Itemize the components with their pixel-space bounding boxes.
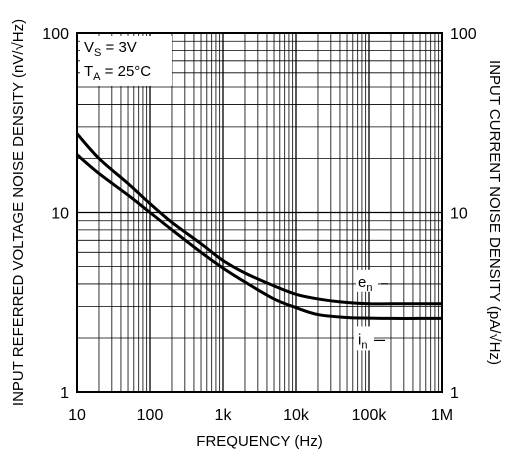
grid-lines [77,33,442,392]
series-line-in [76,153,442,320]
y-tick-label-right: 1 [450,385,459,402]
y-tick-label-left: 100 [42,26,69,43]
tick-labels: 10 100 1k 10k 100k 1M 1 10 100 1 10 100 [42,26,477,424]
x-tick-label: 10 [68,407,86,424]
conditions-box [80,36,172,86]
series-label-in: in [358,331,367,351]
y-axis-title-right: INPUT CURRENT NOISE DENSITY (pA/√Hz) [486,60,503,365]
x-tick-label: 1M [431,407,453,424]
y-tick-label-right: 10 [450,206,468,223]
condition-ambient-temperature: TA = 25°C [84,63,151,83]
x-tick-label: 100k [352,407,388,424]
series-label-en: en [358,274,372,294]
y-axis-title-left: INPUT REFERRED VOLTAGE NOISE DENSITY (nV… [10,19,27,406]
series-line-en [75,132,442,306]
x-tick-label: 100 [137,407,164,424]
y-tick-label-right: 100 [450,26,477,43]
series-label-in-bg [354,326,374,351]
series-label-en-bg [356,269,378,292]
y-tick-label-left: 1 [60,385,69,402]
x-tick-label: 1k [215,407,233,424]
x-tick-label: 10k [283,407,310,424]
condition-supply-voltage: VS = 3V [84,39,137,59]
series-curves [75,132,442,320]
y-tick-label-left: 10 [51,206,69,223]
x-axis-title: FREQUENCY (Hz) [196,433,322,450]
plot-frame [76,32,443,393]
